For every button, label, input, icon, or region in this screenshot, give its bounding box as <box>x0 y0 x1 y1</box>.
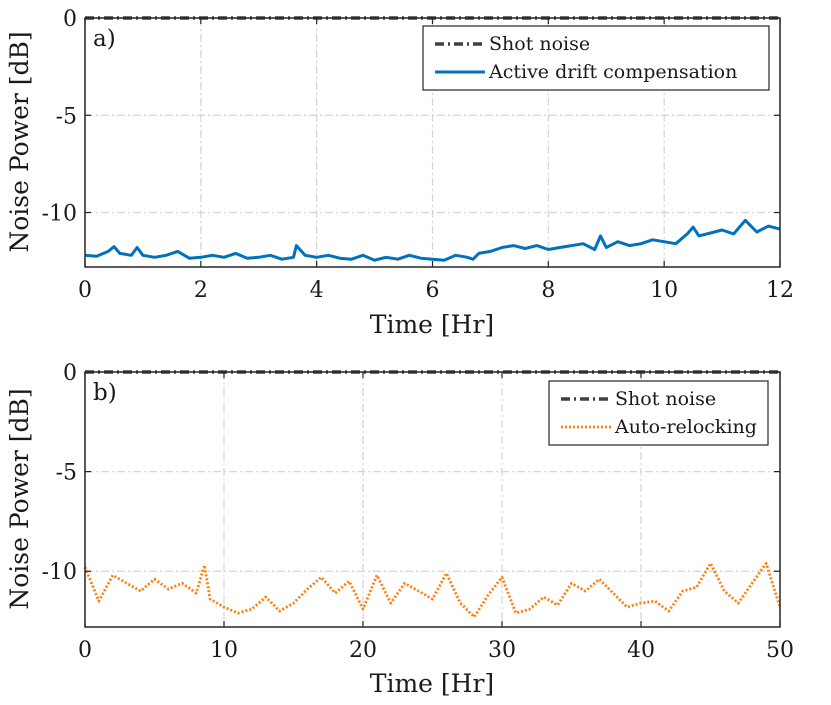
panel-a-x-tick-label-2: 4 <box>310 278 324 303</box>
panel-b-legend-shot-noise-label: Shot noise <box>615 388 716 410</box>
panel-a-x-ticks: 0 2 4 6 8 10 12 <box>78 18 794 303</box>
panel-b-x-tick-label-3: 30 <box>488 638 516 663</box>
panel-b-legend: Shot noise Auto-relocking <box>548 380 769 446</box>
panel-b-y-tick-label-1: -5 <box>56 461 77 486</box>
panel-b-y-tick-label-2: -10 <box>42 560 77 585</box>
panel-a-y-ticks: 0 -5 -10 <box>42 7 780 227</box>
panel-b: 0 10 20 30 40 50 0 -5 -10 b) Time [Hr] Noise Po… <box>5 361 794 698</box>
panel-b-legend-box <box>548 380 769 446</box>
panel-a-legend-box <box>422 25 770 91</box>
panel-b-y-axis-label: Noise Power [dB] <box>5 388 34 609</box>
panel-b-x-tick-label-4: 40 <box>627 638 655 663</box>
panel-a-y-tick-label-2: -10 <box>42 202 77 227</box>
panel-a-legend: Shot noise Active drift compensation <box>422 25 770 91</box>
panel-a-x-tick-label-0: 0 <box>78 278 92 303</box>
panel-b-auto-relocking-line <box>83 561 782 619</box>
panel-b-y-tick-label-0: 0 <box>63 361 77 386</box>
panel-a-y-axis-label: Noise Power [dB] <box>5 31 34 252</box>
panel-b-x-tick-label-2: 20 <box>349 638 377 663</box>
panel-b-legend-auto-relocking-label: Auto-relocking <box>614 416 757 438</box>
panel-a-x-tick-label-1: 2 <box>194 278 208 303</box>
panel-b-x-tick-label-5: 50 <box>766 638 794 663</box>
panel-a-x-axis-label: Time [Hr] <box>370 310 494 339</box>
panel-b-axes-box <box>84 371 781 628</box>
panel-b-x-tick-label-0: 0 <box>78 638 92 663</box>
panel-b-x-tick-label-1: 10 <box>210 638 238 663</box>
panel-a-label: a) <box>93 26 116 52</box>
panel-b-y-ticks: 0 -5 -10 <box>42 361 780 585</box>
panel-a-active-drift-line <box>84 218 781 262</box>
panel-a-x-tick-label-6: 12 <box>766 278 794 303</box>
panel-a-x-tick-label-4: 8 <box>541 278 555 303</box>
panel-a-y-tick-label-0: 0 <box>63 7 77 32</box>
panel-a: 0 2 4 6 8 10 12 0 -5 -10 a) Time [Hr] Noise Powe… <box>5 7 794 339</box>
panel-a-legend-shot-noise-label: Shot noise <box>489 33 590 55</box>
panel-b-x-ticks: 0 10 20 30 40 50 <box>78 372 794 663</box>
panel-a-legend-active-drift-label: Active drift compensation <box>488 61 737 83</box>
panel-b-x-axis-label: Time [Hr] <box>370 669 494 698</box>
panel-b-label: b) <box>93 380 117 406</box>
panel-a-y-tick-label-1: -5 <box>56 104 77 129</box>
panel-a-x-tick-label-5: 10 <box>650 278 678 303</box>
panel-a-x-tick-label-3: 6 <box>426 278 440 303</box>
